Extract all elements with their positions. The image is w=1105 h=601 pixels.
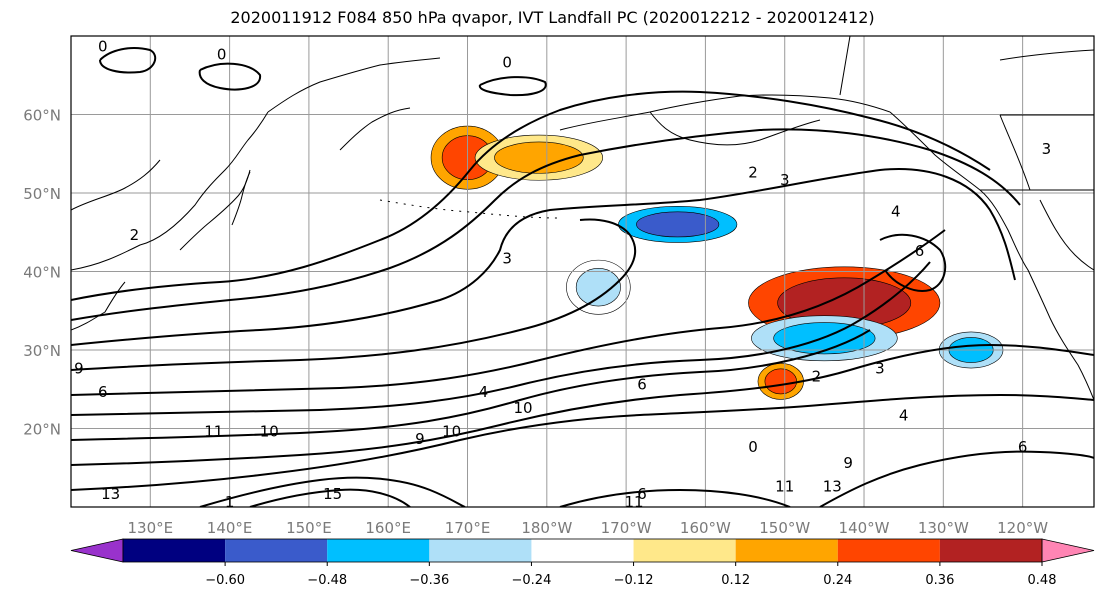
contour-label: 11 [775, 477, 794, 495]
colorbar-segment [837, 539, 940, 562]
colorbar-extend-low [70, 538, 124, 563]
colorbar-segment [735, 539, 838, 562]
shaded-region [618, 206, 738, 243]
contour-label: 13 [823, 477, 842, 495]
colorbar-tick-label: 0.48 [1028, 573, 1057, 588]
lon-tick-label: 140°W [839, 519, 890, 537]
colorbar-tick-label: −0.48 [307, 573, 347, 588]
lat-tick-label: 60°N [23, 107, 61, 125]
contour-label: 10 [513, 399, 532, 417]
lon-tick-label: 170°E [445, 519, 491, 537]
colorbar-segment [327, 539, 430, 562]
contour-label: 4 [899, 407, 909, 425]
lon-tick-label: 170°W [601, 519, 652, 537]
map-frame [70, 35, 1095, 508]
contour-label: 0 [748, 438, 758, 456]
lat-tick-label: 30°N [23, 342, 61, 360]
lon-tick-label: 180°W [521, 519, 572, 537]
contour-label: 11 [204, 422, 223, 440]
colorbar-segment [939, 539, 1042, 562]
contour-label: 13 [101, 485, 120, 503]
contour-label: 6 [1018, 438, 1028, 456]
contour-label: 9 [843, 454, 853, 472]
colorbar-tick-label: 0.12 [721, 573, 750, 588]
coastlines [71, 36, 1094, 401]
contour-label: 0 [98, 38, 108, 56]
colorbar-tick-label: 0.36 [925, 573, 954, 588]
colorbar-segment [429, 539, 532, 562]
contour-label: 3 [1042, 140, 1052, 158]
contour-label: 9 [74, 360, 84, 378]
lon-tick-label: 150°E [286, 519, 332, 537]
contour-label: 2 [748, 163, 758, 181]
lon-tick-label: 130°E [127, 519, 173, 537]
shaded-region [757, 363, 804, 400]
contour-label: 0 [58, 69, 68, 87]
lon-tick-label: 140°E [207, 519, 253, 537]
contour-label: 3 [875, 360, 885, 378]
colorbar-tick-label: −0.60 [205, 573, 245, 588]
contour-label: 6 [637, 485, 647, 503]
colorbar-extend-high [1041, 538, 1095, 563]
axis-tick-labels: 130°E 140°E 150°E 160°E 170°E 180°W 170°W 160°W… [23, 107, 1048, 538]
map-gridlines [71, 36, 1094, 507]
colorbar-segment [633, 539, 736, 562]
contour-label: 10 [442, 422, 461, 440]
colorbar-tick-label: −0.24 [512, 573, 552, 588]
contour-label: 3 [502, 250, 512, 268]
colorbar-tick-label: −0.12 [614, 573, 654, 588]
contour-label: 6 [915, 242, 925, 260]
colorbar-segment [531, 539, 634, 562]
lon-tick-label: 160°E [365, 519, 411, 537]
contour-label: 9 [415, 430, 425, 448]
contour-label: 2 [130, 226, 140, 244]
contour-label: 10 [260, 422, 279, 440]
colorbar-segment [225, 539, 328, 562]
contour-label: 0 [502, 53, 512, 71]
colorbar-segment [123, 539, 226, 562]
lat-tick-label: 40°N [23, 264, 61, 282]
contour-label: 6 [98, 383, 108, 401]
contour-label: 15 [323, 485, 342, 503]
ivt-contours [71, 47, 1094, 507]
colorbar-tick-label: −0.36 [409, 573, 449, 588]
contour-label: 3 [780, 171, 790, 189]
contour-label: 4 [891, 203, 901, 221]
chart-title: 2020011912 F084 850 hPa qvapor, IVT Land… [230, 8, 875, 27]
contour-label: 4 [479, 383, 489, 401]
lon-tick-label: 150°W [759, 519, 810, 537]
lat-tick-label: 20°N [23, 421, 61, 439]
contour-label: 0 [217, 46, 227, 64]
shaded-region [474, 134, 604, 181]
contour-label: 11 [624, 493, 643, 511]
contour-label: 6 [637, 375, 647, 393]
colorbar: −0.60 −0.48 −0.36 −0.24 −0.12 0.12 0.24 0.36 0.4… [70, 538, 1095, 588]
lon-tick-label: 130°W [918, 519, 969, 537]
lat-tick-label: 50°N [23, 185, 61, 203]
lon-tick-label: 120°W [997, 519, 1048, 537]
lon-tick-label: 160°W [680, 519, 731, 537]
shaded-region [566, 259, 631, 315]
contour-label: 1 [225, 493, 235, 511]
contour-label: 2 [812, 367, 822, 385]
colorbar-tick-label: 0.24 [823, 573, 852, 588]
